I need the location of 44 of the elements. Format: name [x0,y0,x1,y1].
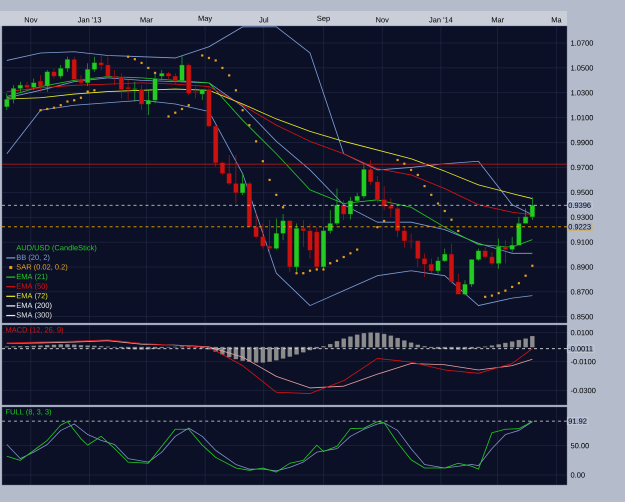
candlestick [38,74,44,92]
bar [510,341,514,348]
bar [375,332,380,348]
candlestick [132,81,138,102]
bar [65,344,70,348]
bar [516,340,522,348]
bar [368,332,373,348]
bar [260,346,266,363]
bar [72,344,76,348]
bar [274,346,279,360]
bar [280,346,286,359]
candlestick [51,68,56,79]
bar [362,333,366,348]
bar [240,346,245,361]
bar [267,346,272,362]
candlestick [240,173,246,196]
bar [247,346,252,362]
bar [348,336,353,348]
bar [52,344,56,348]
bar [342,338,346,348]
bar [294,346,299,355]
candlestick [502,240,508,264]
bar [328,344,332,348]
bar [308,346,312,350]
bar [288,346,292,357]
candlestick [24,81,30,92]
candlestick [139,84,144,110]
candlestick [341,200,346,220]
bar [496,344,501,348]
bar [395,338,400,348]
bar [388,336,394,348]
bar [503,342,508,348]
bar [301,346,306,352]
bar [408,342,414,348]
bar [354,334,360,348]
bar [523,338,528,348]
bar [382,334,386,348]
bar [530,336,535,348]
bar [334,341,340,348]
bar [254,346,258,363]
bar [58,344,63,348]
bar [402,340,407,348]
candlestick [200,89,205,100]
bar [416,344,420,348]
